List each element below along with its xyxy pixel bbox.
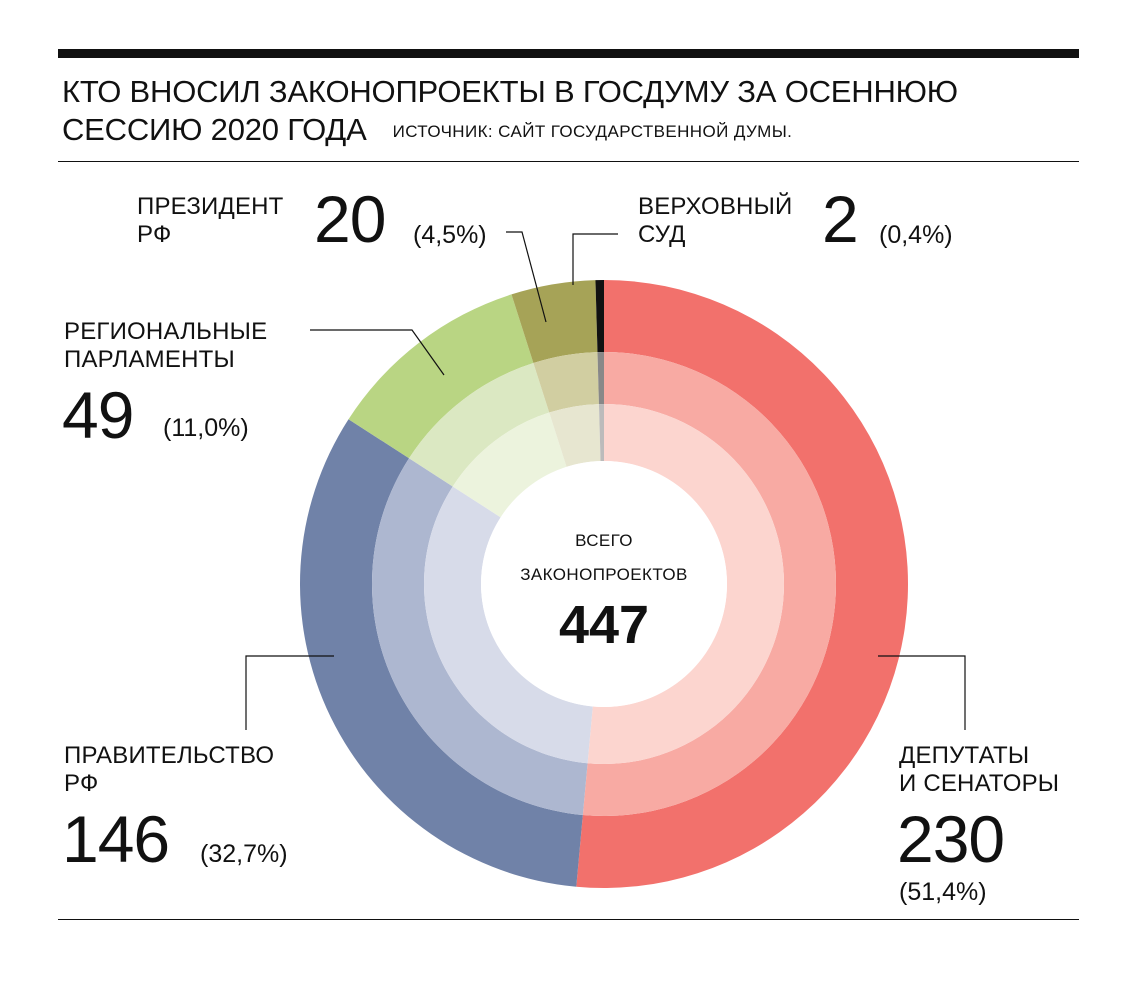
bottom-rule xyxy=(58,919,1079,920)
percent-president: (4,5%) xyxy=(413,221,487,249)
label-deputies-line-2: И СЕНАТОРЫ xyxy=(899,770,1060,797)
label-court-line-1: ВЕРХОВНЫЙ xyxy=(638,193,793,220)
top-rule xyxy=(58,49,1079,58)
center-total-value: 447 xyxy=(559,595,649,655)
title-line-1: КТО ВНОСИЛ ЗАКОНОПРОЕКТЫ В ГОСДУМУ ЗА ОС… xyxy=(62,74,958,109)
percent-regional: (11,0%) xyxy=(163,414,249,442)
slice-president-band-3 xyxy=(549,404,601,467)
label-government-line-1: ПРАВИТЕЛЬСТВО xyxy=(64,742,275,769)
header-divider xyxy=(58,161,1079,162)
label-government-line-2: РФ xyxy=(64,770,99,797)
source-note: ИСТОЧНИК: САЙТ ГОСУДАРСТВЕННОЙ ДУМЫ. xyxy=(392,122,793,141)
slice-court-band-2 xyxy=(597,352,604,405)
slice-government-band-1 xyxy=(299,419,583,887)
donut-rings xyxy=(299,279,909,888)
percent-government: (32,7%) xyxy=(200,840,288,868)
slice-government-band-2 xyxy=(372,458,588,816)
slice-president-band-1 xyxy=(511,280,598,364)
value-government: 146 xyxy=(62,802,170,876)
center-label-line-1: ВСЕГО xyxy=(575,531,633,550)
label-president-line-2: РФ xyxy=(137,221,172,248)
value-president: 20 xyxy=(314,182,386,256)
leader-president xyxy=(506,231,547,323)
percent-court: (0,4%) xyxy=(879,221,953,249)
leader-lines xyxy=(245,231,966,730)
slice-deputies-band-2 xyxy=(582,352,837,816)
slice-court-band-1 xyxy=(595,280,604,353)
slice-president-band-2 xyxy=(533,352,599,413)
slice-deputies-band-3 xyxy=(587,404,785,764)
percent-deputies: (51,4%) xyxy=(899,878,987,906)
slice-deputies-band-1 xyxy=(576,279,909,888)
title-line-2: СЕССИЮ 2020 ГОДА xyxy=(62,112,367,147)
donut-hole xyxy=(481,461,727,707)
slice-court-band-3 xyxy=(598,404,604,462)
slice-regional-band-3 xyxy=(452,412,567,518)
value-court: 2 xyxy=(822,182,859,256)
slice-government-band-3 xyxy=(424,486,593,764)
slice-regional-band-1 xyxy=(348,294,534,459)
value-regional: 49 xyxy=(62,378,134,452)
slice-regional-band-2 xyxy=(409,363,550,487)
leader-government xyxy=(245,655,334,730)
label-regional-line-1: РЕГИОНАЛЬНЫЕ xyxy=(64,318,268,345)
chart-title: КТО ВНОСИЛ ЗАКОНОПРОЕКТЫ В ГОСДУМУ ЗА ОС… xyxy=(62,73,1072,151)
value-deputies: 230 xyxy=(897,802,1005,876)
leader-court xyxy=(572,233,618,285)
leader-deputies xyxy=(878,655,966,730)
label-regional-line-2: ПАРЛАМЕНТЫ xyxy=(64,346,235,373)
label-president-line-1: ПРЕЗИДЕНТ xyxy=(137,193,284,220)
leader-regional xyxy=(310,329,445,376)
label-court-line-2: СУД xyxy=(638,221,686,248)
center-label-line-2: ЗАКОНОПРОЕКТОВ xyxy=(520,565,687,584)
label-deputies-line-1: ДЕПУТАТЫ xyxy=(899,742,1030,769)
